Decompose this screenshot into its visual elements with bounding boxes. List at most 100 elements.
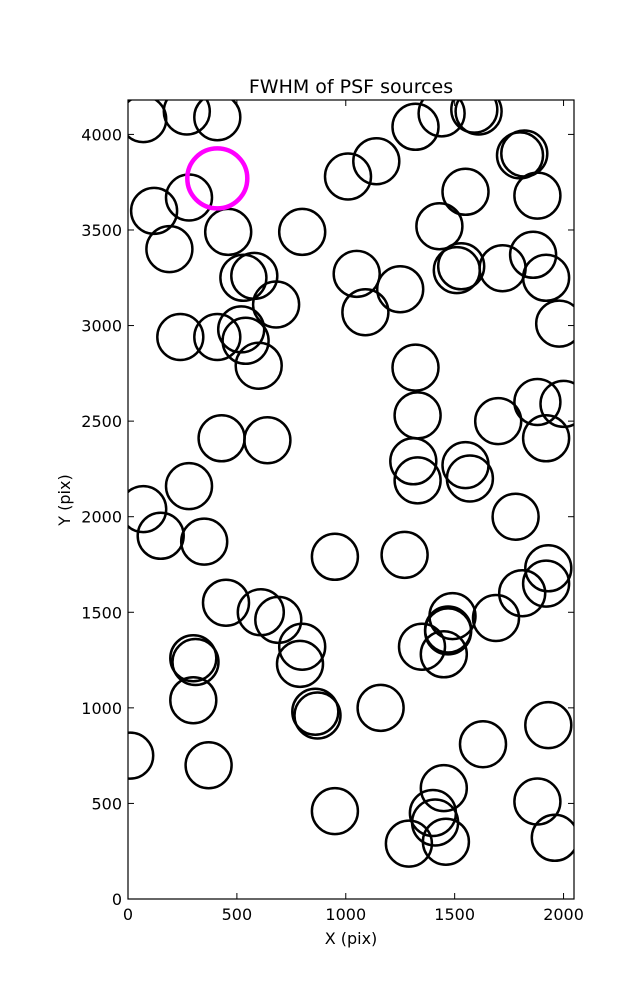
y-axis: 0 500 1000 1500 2000 2500 3000 3500 4000 xyxy=(81,125,574,909)
psf-source-marker xyxy=(478,243,527,293)
psf-source-marker xyxy=(219,253,268,303)
psf-source-marker xyxy=(530,813,574,863)
psf-source-marker xyxy=(521,559,571,608)
chart-title: FWHM of PSF sources xyxy=(249,76,453,98)
psf-source-marker xyxy=(508,230,558,280)
psf-source-marker xyxy=(539,379,574,429)
psf-source-marker xyxy=(128,484,168,534)
psf-source-marker xyxy=(513,777,562,826)
psf-source-marker xyxy=(201,578,251,627)
psf-source-marker xyxy=(441,440,490,490)
psf-source-marker xyxy=(500,129,549,178)
psf-source-marker xyxy=(310,786,360,836)
psf-source-marker xyxy=(332,249,381,299)
x-tick-label: 1000 xyxy=(325,905,366,924)
psf-source-marker xyxy=(234,341,283,390)
psf-source-marker xyxy=(393,391,442,440)
psf-source-marker xyxy=(310,532,360,582)
y-axis-label: Y (pix) xyxy=(55,474,74,526)
psf-source-marker xyxy=(473,396,523,446)
psf-source-marker xyxy=(524,544,573,593)
y-tick-label: 2000 xyxy=(81,508,122,527)
psf-source-marker xyxy=(534,299,574,348)
psf-source-marker xyxy=(513,171,562,220)
psf-source-marker xyxy=(179,517,229,566)
psf-source-marker xyxy=(171,637,220,687)
x-axis: 0 500 1000 1500 2000 xyxy=(123,100,584,924)
psf-source-marker xyxy=(221,316,270,366)
y-tick-label: 1000 xyxy=(81,699,122,718)
x-tick-label: 0 xyxy=(123,905,133,924)
psf-source-marker xyxy=(293,691,342,740)
psf-source-marker xyxy=(128,731,155,780)
psf-source-marker xyxy=(243,415,292,465)
psf-source-marker xyxy=(432,245,482,295)
psf-source-marker xyxy=(145,224,194,274)
psf-source-marker xyxy=(197,414,246,463)
psf-source-marker xyxy=(164,461,214,511)
psf-source-marker xyxy=(391,343,440,392)
psf-source-marker xyxy=(521,253,571,303)
y-tick-label: 3500 xyxy=(81,221,122,240)
psf-source-marker xyxy=(419,763,469,813)
psf-source-marker xyxy=(129,186,179,236)
psf-source-marker xyxy=(323,152,373,201)
psf-source-marker xyxy=(169,633,218,683)
psf-source-marker xyxy=(423,607,473,656)
psf-source-marker xyxy=(408,788,458,838)
psf-source-marker xyxy=(277,207,327,257)
psf-source-marker xyxy=(391,102,440,152)
psf-source-marker xyxy=(184,740,233,790)
psf-source-marker xyxy=(162,100,212,136)
psf-source-marker xyxy=(230,251,279,301)
plot-frame xyxy=(127,99,575,900)
highlighted-source-marker xyxy=(185,146,250,211)
psf-source-marker xyxy=(375,264,425,314)
psf-source-marker xyxy=(497,568,547,618)
psf-source-marker xyxy=(491,492,540,541)
x-tick-label: 1500 xyxy=(434,905,475,924)
psf-source-marker xyxy=(275,639,325,689)
x-tick-label: 2000 xyxy=(543,905,584,924)
psf-source-marker xyxy=(524,700,573,750)
psf-source-marker xyxy=(193,312,242,362)
psf-source-marker xyxy=(393,456,442,505)
psf-source-marker xyxy=(419,630,469,679)
psf-source-marker xyxy=(251,280,301,329)
psf-source-marker xyxy=(495,131,545,180)
psf-source-marker xyxy=(356,683,405,733)
psf-source-marker xyxy=(445,454,495,503)
psf-source-marker xyxy=(156,312,205,362)
psf-source-marker xyxy=(454,100,503,136)
psf-source-marker xyxy=(417,100,466,138)
psf-source-marker xyxy=(389,437,438,486)
psf-source-marker xyxy=(415,201,464,251)
y-tick-label: 4000 xyxy=(81,125,122,144)
marker-layer xyxy=(128,100,574,868)
psf-source-marker xyxy=(203,207,253,257)
y-tick-label: 3000 xyxy=(81,317,122,336)
psf-source-marker xyxy=(169,675,218,725)
psf-source-marker xyxy=(193,100,242,142)
psf-source-marker xyxy=(471,593,521,643)
psf-source-marker xyxy=(277,622,327,671)
psf-source-marker xyxy=(436,242,486,291)
psf-source-marker xyxy=(380,530,429,580)
x-tick-label: 500 xyxy=(222,905,253,924)
psf-source-marker xyxy=(421,817,471,866)
psf-source-marker xyxy=(450,100,499,134)
psf-source-marker xyxy=(397,622,447,671)
psf-source-marker xyxy=(384,819,434,868)
psf-source-marker xyxy=(513,377,562,427)
psf-source-marker xyxy=(136,511,185,561)
x-axis-label: X (pix) xyxy=(325,929,378,948)
y-tick-label: 1500 xyxy=(81,603,122,622)
psf-source-marker xyxy=(521,414,571,463)
psf-source-marker xyxy=(291,687,340,736)
psf-source-marker xyxy=(441,167,490,217)
y-tick-label: 500 xyxy=(91,794,122,813)
y-tick-label: 2500 xyxy=(81,412,122,431)
psf-source-marker xyxy=(128,100,168,144)
psf-source-marker xyxy=(458,719,508,769)
